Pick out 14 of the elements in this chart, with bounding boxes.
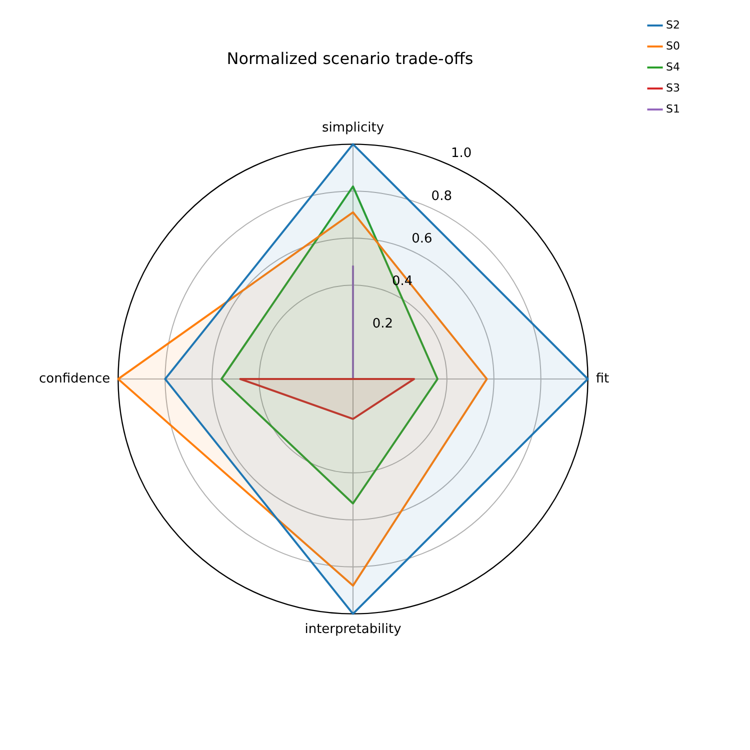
y-tick-label: 0.8 [431,188,452,204]
legend-label: S0 [666,39,680,52]
legend-label: S4 [666,60,680,74]
legend-label: S2 [666,18,680,32]
legend-label: S1 [666,102,680,116]
spoke-label: fit [596,371,610,386]
text: Normalized scenario trade-offs [226,48,474,68]
y-tick-label: 0.6 [412,231,432,246]
spoke-label: simplicity [322,120,384,136]
spoke-label: confidence [38,371,110,386]
spoke-label: interpretability [304,622,402,638]
y-tick-label: 0.2 [372,316,394,332]
y-tick-label: 1.0 [450,146,472,162]
legend-label: S3 [666,81,680,94]
